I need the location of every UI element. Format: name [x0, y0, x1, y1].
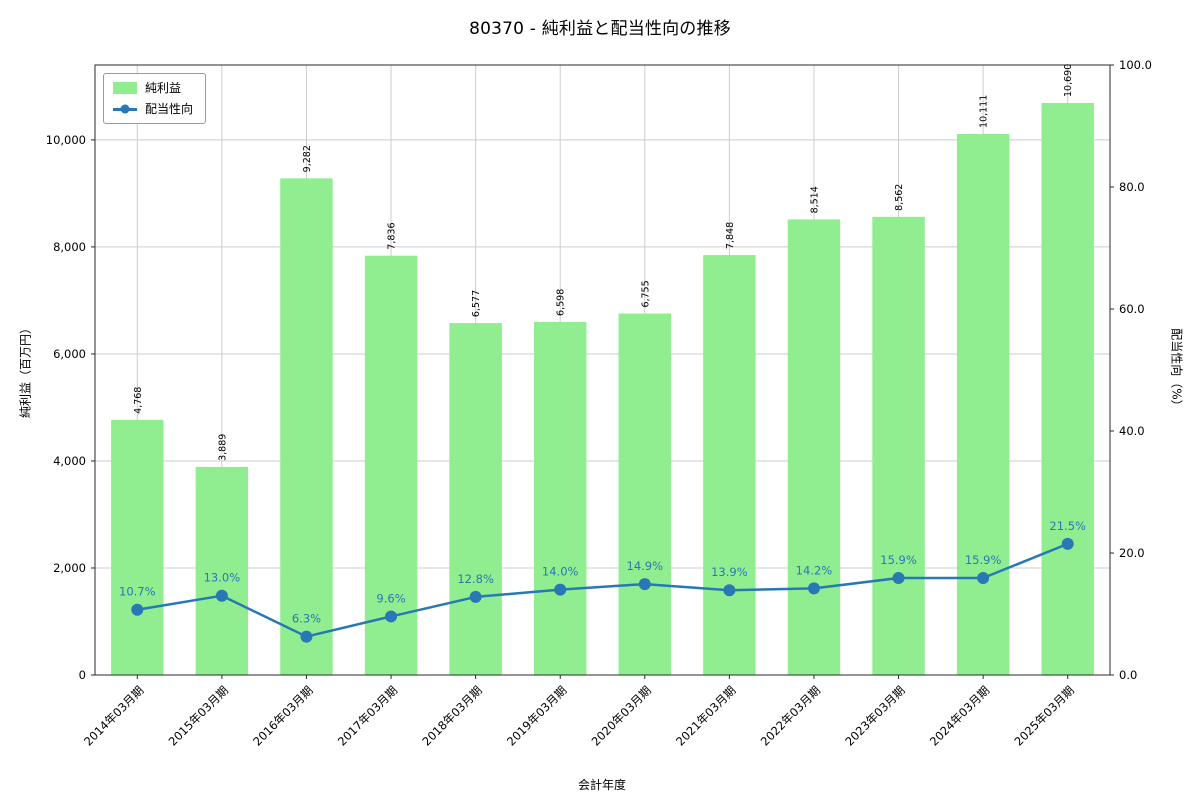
- line-series: [131, 537, 1074, 643]
- line-series-swatch: [113, 104, 137, 114]
- bar-series: [111, 102, 1094, 676]
- x-tick-label: 2021年03月期: [673, 683, 738, 748]
- x-tick-label: 2022年03月期: [758, 683, 823, 748]
- left-tick-label: 4,000: [53, 454, 86, 468]
- point-percent-label: 13.0%: [204, 571, 241, 585]
- bar-value-label: 6,755: [640, 280, 651, 307]
- right-tick-label: 80.0: [1119, 180, 1145, 194]
- payout-line: [137, 542, 1069, 638]
- line-point: [977, 572, 990, 585]
- right-tick-label: 60.0: [1119, 302, 1145, 316]
- bar-series-swatch: [113, 82, 137, 94]
- data-labels: 4,768 3,889 9,282 7,836 6,577 6,598 6,755 7,848…: [119, 64, 1086, 626]
- x-tick-label: 2014年03月期: [81, 683, 146, 748]
- bar-value-label: 10,690: [1063, 64, 1074, 97]
- line-point: [638, 578, 651, 591]
- line-point: [385, 610, 398, 623]
- right-tick-label: 20.0: [1119, 546, 1145, 560]
- bar: [111, 419, 164, 675]
- legend-label-payout-ratio: 配当性向: [145, 102, 194, 116]
- right-tick-label: 0.0: [1119, 668, 1137, 682]
- legend-label-net-income: 純利益: [145, 81, 182, 95]
- bar: [1041, 102, 1094, 676]
- left-tick-label: 2,000: [53, 561, 86, 575]
- line-point: [1061, 537, 1074, 550]
- point-percent-label: 15.9%: [880, 553, 917, 567]
- line-point: [892, 572, 905, 585]
- right-tick-label: 100.0: [1119, 58, 1152, 72]
- x-tick-label: 2023年03月期: [842, 683, 907, 748]
- point-percent-label: 21.5%: [1049, 519, 1086, 533]
- x-axis-label: 会計年度: [577, 778, 627, 792]
- right-tick-label: 40.0: [1119, 424, 1145, 438]
- chart-title: 80370 - 純利益と配当性向の推移: [469, 19, 731, 39]
- bar-value-label: 6,598: [556, 289, 567, 316]
- left-tick-label: 0: [79, 668, 86, 682]
- x-tick-label: 2017年03月期: [335, 683, 400, 748]
- left-tick-label: 6,000: [53, 347, 86, 361]
- bar: [618, 313, 672, 675]
- line-point: [807, 582, 820, 595]
- bar-value-label: 6,577: [471, 290, 482, 317]
- line-point: [215, 589, 228, 602]
- bar: [449, 323, 502, 675]
- x-tick-label: 2024年03月期: [927, 683, 992, 748]
- legend-item-payout-ratio: 配当性向: [113, 102, 193, 116]
- bar: [364, 255, 418, 675]
- point-percent-label: 6.3%: [292, 612, 321, 626]
- bar-value-label: 8,514: [809, 186, 820, 213]
- bar-value-label: 3,889: [217, 434, 228, 461]
- bar: [787, 219, 841, 675]
- bar-value-label: 7,848: [725, 222, 736, 249]
- point-percent-label: 14.0%: [542, 565, 579, 579]
- line-point: [131, 603, 144, 616]
- line-marker-icon: [120, 104, 130, 114]
- bar: [533, 321, 587, 675]
- bar: [956, 133, 1010, 676]
- x-tick-label: 2016年03月期: [250, 683, 315, 748]
- point-percent-label: 12.8%: [457, 572, 494, 586]
- point-percent-label: 14.2%: [796, 563, 833, 577]
- bar-value-label: 8,562: [894, 184, 905, 211]
- bar: [280, 178, 333, 675]
- left-tick-label: 10,000: [46, 133, 86, 147]
- bar-value-label: 9,282: [302, 145, 313, 172]
- point-percent-label: 9.6%: [376, 591, 405, 605]
- line-point: [469, 590, 482, 603]
- point-percent-label: 15.9%: [965, 553, 1002, 567]
- bar: [872, 216, 925, 675]
- x-tick-label: 2020年03月期: [589, 683, 654, 748]
- bar: [703, 255, 756, 675]
- x-tick-label: 2025年03月期: [1011, 683, 1076, 748]
- x-tick-label: 2018年03月期: [419, 683, 484, 748]
- x-tick-label: 2019年03月期: [504, 683, 569, 748]
- line-point: [554, 583, 567, 596]
- left-axis-label: 純利益（百万円）: [18, 321, 33, 419]
- bar: [195, 466, 249, 675]
- line-point: [300, 630, 313, 643]
- point-percent-label: 13.9%: [711, 565, 748, 579]
- bar-value-label: 7,836: [387, 223, 398, 250]
- bar-value-label: 10,111: [979, 95, 990, 128]
- point-percent-label: 14.9%: [627, 559, 664, 573]
- point-percent-label: 10.7%: [119, 585, 156, 599]
- bar-value-label: 4,768: [133, 387, 144, 414]
- legend: 純利益 配当性向: [103, 73, 207, 124]
- line-point: [723, 584, 736, 597]
- legend-item-net-income: 純利益: [113, 81, 193, 95]
- left-tick-label: 8,000: [53, 240, 86, 254]
- x-tick-label: 2015年03月期: [166, 683, 231, 748]
- right-axis-label: 配当性向（%）: [1169, 328, 1184, 412]
